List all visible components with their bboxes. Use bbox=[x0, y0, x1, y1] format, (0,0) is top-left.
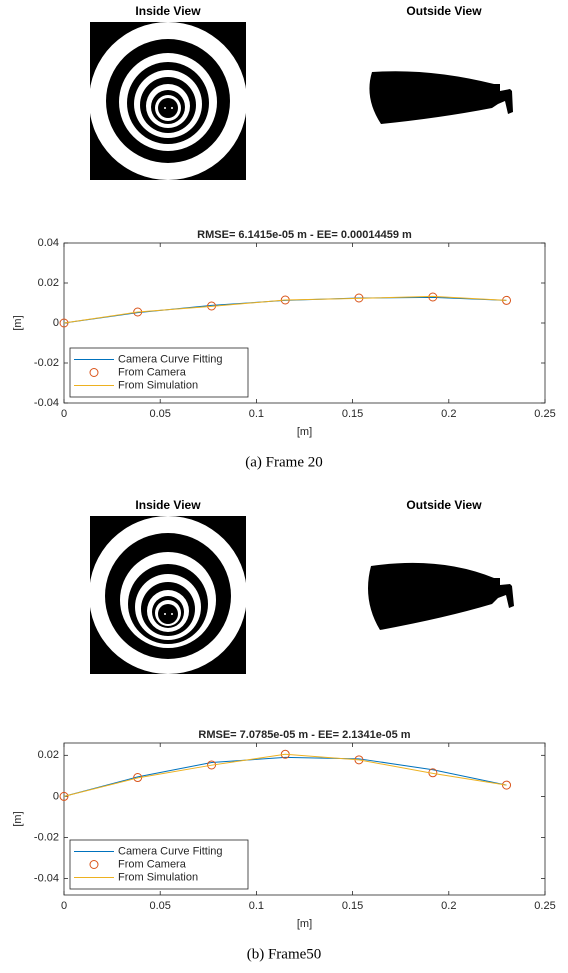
legend-label: From Camera bbox=[118, 366, 187, 378]
x-tick-label: 0.25 bbox=[534, 900, 555, 912]
outside-title: Outside View bbox=[406, 498, 482, 512]
y-axis-label: [m] bbox=[12, 811, 24, 826]
y-tick-label: -0.02 bbox=[34, 831, 59, 843]
x-tick-label: 0.2 bbox=[441, 900, 456, 912]
x-tick-label: 0.05 bbox=[149, 900, 170, 912]
legend-label: Camera Curve Fitting bbox=[118, 353, 223, 365]
x-tick-label: 0.15 bbox=[342, 900, 363, 912]
y-tick-label: 0 bbox=[53, 317, 59, 329]
y-tick-label: 0.02 bbox=[38, 277, 59, 289]
chart-title: RMSE= 7.0785e-05 m - EE= 2.1341e-05 m bbox=[198, 729, 410, 741]
inside-image bbox=[89, 22, 247, 180]
caption: (b) Frame50 bbox=[247, 946, 322, 962]
page: Inside View Outside View (a) Frame 20 In… bbox=[0, 0, 568, 973]
y-tick-label: -0.04 bbox=[34, 397, 59, 409]
x-tick-label: 0.1 bbox=[249, 408, 264, 420]
legend-label: From Camera bbox=[118, 858, 187, 870]
y-axis-label: [m] bbox=[12, 315, 24, 330]
legend-label: Camera Curve Fitting bbox=[118, 845, 223, 857]
x-axis-label: [m] bbox=[297, 426, 312, 438]
y-tick-label: 0 bbox=[53, 790, 59, 802]
inside-title: Inside View bbox=[135, 4, 201, 18]
caption: (a) Frame 20 bbox=[245, 454, 322, 470]
y-tick-label: -0.04 bbox=[34, 872, 59, 884]
x-tick-label: 0.15 bbox=[342, 408, 363, 420]
x-tick-label: 0 bbox=[61, 900, 67, 912]
inside-image bbox=[89, 516, 247, 674]
y-tick-label: 0.04 bbox=[38, 237, 59, 249]
x-tick-label: 0 bbox=[61, 408, 67, 420]
legend-label: From Simulation bbox=[118, 871, 198, 883]
legend-label: From Simulation bbox=[118, 379, 198, 391]
x-tick-label: 0.25 bbox=[534, 408, 555, 420]
x-tick-label: 0.05 bbox=[149, 408, 170, 420]
inside-title: Inside View bbox=[135, 498, 201, 512]
outside-image bbox=[369, 71, 513, 124]
x-tick-label: 0.1 bbox=[249, 900, 264, 912]
outside-image bbox=[368, 563, 514, 630]
y-tick-label: 0.02 bbox=[38, 749, 59, 761]
outside-title: Outside View bbox=[406, 4, 482, 18]
x-axis-label: [m] bbox=[297, 918, 312, 930]
figure: Inside View Outside View (a) Frame 20 In… bbox=[0, 0, 568, 973]
chart-title: RMSE= 6.1415e-05 m - EE= 0.00014459 m bbox=[197, 229, 412, 241]
y-tick-label: -0.02 bbox=[34, 357, 59, 369]
x-tick-label: 0.2 bbox=[441, 408, 456, 420]
